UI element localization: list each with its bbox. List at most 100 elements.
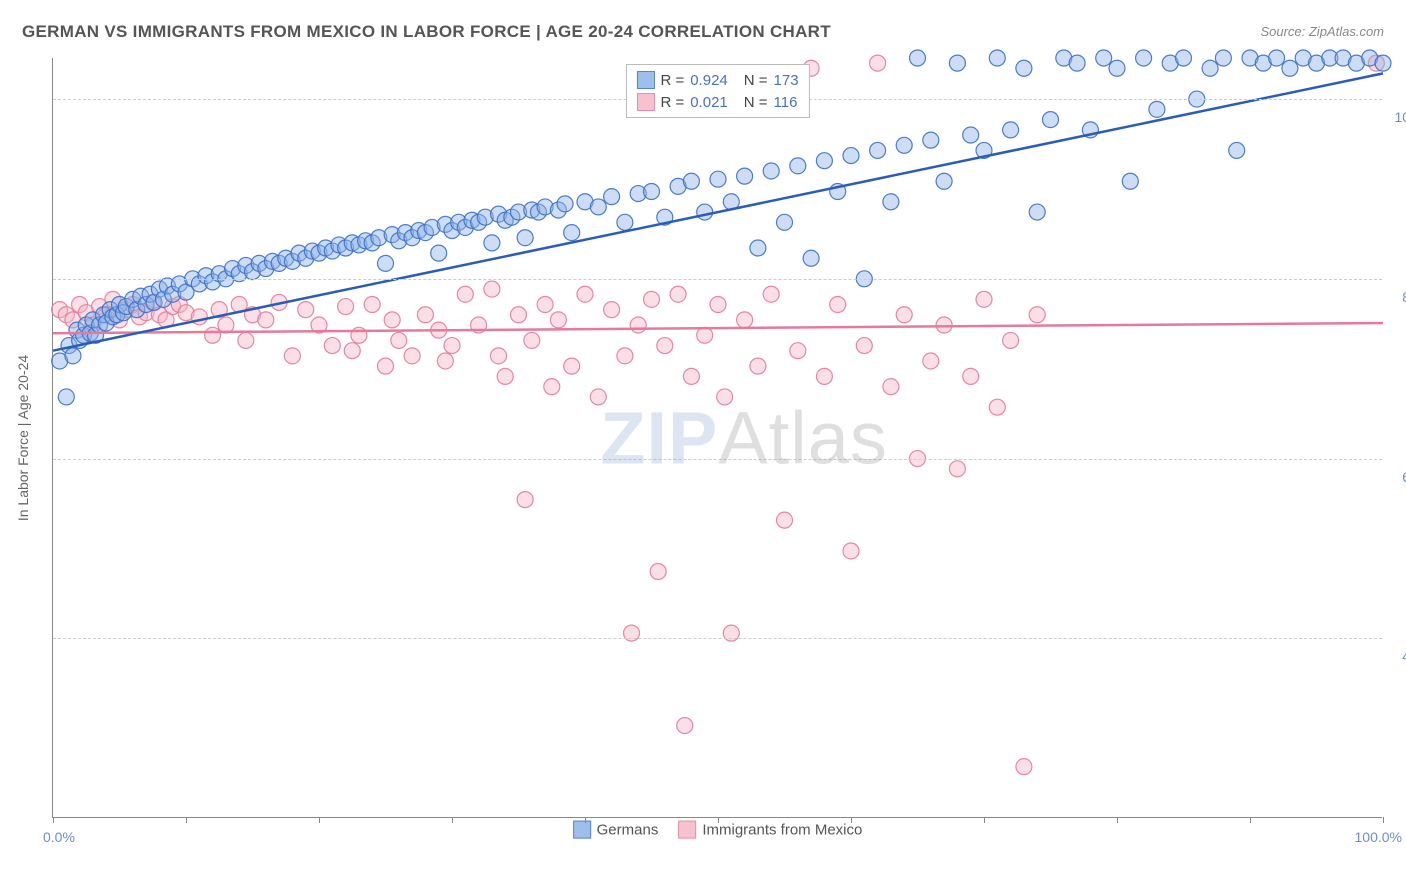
x-tick xyxy=(851,817,852,823)
data-point xyxy=(404,348,420,364)
data-point xyxy=(484,235,500,251)
legend-r-value: 0.021 xyxy=(690,94,728,111)
data-point xyxy=(949,55,965,71)
data-point xyxy=(258,312,274,328)
data-point xyxy=(1096,50,1112,66)
data-point xyxy=(717,389,733,405)
data-point xyxy=(298,302,314,318)
y-axis-label: In Labor Force | Age 20-24 xyxy=(15,354,31,520)
data-point xyxy=(923,353,939,369)
data-point xyxy=(544,379,560,395)
data-point xyxy=(617,348,633,364)
data-point xyxy=(763,163,779,179)
data-point xyxy=(364,296,380,312)
x-axis-max-label: 100.0% xyxy=(1355,829,1402,845)
legend-swatch xyxy=(636,93,654,111)
data-point xyxy=(989,399,1005,415)
data-point xyxy=(763,286,779,302)
data-point xyxy=(923,132,939,148)
data-point xyxy=(670,286,686,302)
data-point xyxy=(883,379,899,395)
data-point xyxy=(683,173,699,189)
data-point xyxy=(843,543,859,559)
x-tick xyxy=(984,817,985,823)
data-point xyxy=(949,461,965,477)
legend-label: Germans xyxy=(597,821,659,838)
data-point xyxy=(1136,50,1152,66)
x-tick xyxy=(452,817,453,823)
x-tick xyxy=(1117,817,1118,823)
legend-r-value: 0.924 xyxy=(690,72,728,89)
legend-row: R =0.021N =116 xyxy=(636,91,798,113)
data-point xyxy=(1122,173,1138,189)
data-point xyxy=(936,173,952,189)
data-point xyxy=(989,50,1005,66)
data-point xyxy=(65,348,81,364)
legend-item: Germans xyxy=(573,821,659,839)
legend-n-value: 173 xyxy=(774,72,799,89)
data-point xyxy=(896,307,912,323)
data-point xyxy=(683,368,699,384)
data-point xyxy=(437,353,453,369)
y-tick-label: 47.5% xyxy=(1402,648,1406,664)
data-point xyxy=(644,184,660,200)
data-point xyxy=(737,312,753,328)
data-point xyxy=(517,492,533,508)
data-point xyxy=(1016,759,1032,775)
data-point xyxy=(1069,55,1085,71)
y-tick-label: 82.5% xyxy=(1402,289,1406,305)
data-point xyxy=(750,240,766,256)
data-point xyxy=(1029,307,1045,323)
x-tick xyxy=(186,817,187,823)
data-point xyxy=(777,214,793,230)
data-point xyxy=(590,199,606,215)
gridline xyxy=(53,279,1382,280)
data-point xyxy=(830,296,846,312)
data-point xyxy=(590,389,606,405)
legend-n-label: N = xyxy=(744,72,768,89)
data-point xyxy=(484,281,500,297)
data-point xyxy=(1043,112,1059,128)
data-point xyxy=(1109,60,1125,76)
data-point xyxy=(790,158,806,174)
data-point xyxy=(1016,60,1032,76)
data-point xyxy=(630,317,646,333)
data-point xyxy=(524,332,540,348)
legend-r-label: R = xyxy=(660,72,684,89)
data-point xyxy=(910,50,926,66)
data-point xyxy=(378,255,394,271)
gridline xyxy=(53,638,1382,639)
data-point xyxy=(511,307,527,323)
x-tick xyxy=(1250,817,1251,823)
chart-svg xyxy=(53,58,1382,817)
source-attribution: Source: ZipAtlas.com xyxy=(1260,24,1384,39)
data-point xyxy=(710,171,726,187)
data-point xyxy=(750,358,766,374)
data-point xyxy=(391,332,407,348)
legend-row: R = 0.924 N = 173 xyxy=(636,69,798,91)
data-point xyxy=(790,343,806,359)
data-point xyxy=(564,358,580,374)
data-point xyxy=(1229,142,1245,158)
data-point xyxy=(1215,50,1231,66)
data-point xyxy=(963,127,979,143)
data-point xyxy=(344,343,360,359)
chart-plot-area: In Labor Force | Age 20-24 ZIPAtlas R =0… xyxy=(52,58,1382,818)
data-point xyxy=(657,338,673,354)
x-tick xyxy=(319,817,320,823)
data-point xyxy=(205,327,221,343)
data-point xyxy=(491,348,507,364)
data-point xyxy=(550,312,566,328)
data-point xyxy=(870,55,886,71)
data-point xyxy=(1003,122,1019,138)
data-point xyxy=(843,148,859,164)
data-point xyxy=(936,317,952,333)
data-point xyxy=(1003,332,1019,348)
legend-item: Immigrants from Mexico xyxy=(678,821,862,839)
data-point xyxy=(1029,204,1045,220)
data-point xyxy=(976,291,992,307)
data-point xyxy=(497,368,513,384)
legend-n-value: 116 xyxy=(774,94,798,111)
data-point xyxy=(710,296,726,312)
data-point xyxy=(457,286,473,302)
